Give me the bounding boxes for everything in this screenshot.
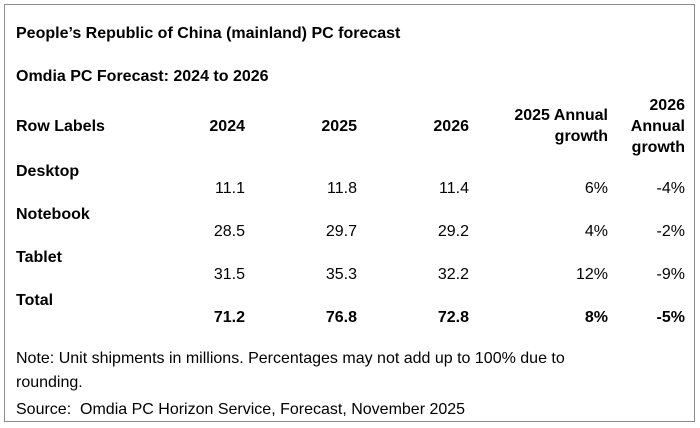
column-header-2026: 2026 — [433, 117, 469, 135]
column-header-2025-annual-growth: 2025 Annual growth — [514, 107, 608, 145]
row-label: Desktop — [16, 163, 80, 180]
cell-value: 8% — [584, 309, 608, 326]
cell-value: -5% — [656, 309, 685, 326]
row-label: Total — [16, 292, 54, 309]
header-row: Row Labels 2024 2025 2026 2025 Annual gr… — [12, 92, 687, 160]
table-row-desktop: Desktop 11.1 11.8 11.4 6% -4% — [12, 160, 687, 203]
cell-value: 72.8 — [437, 309, 469, 326]
cell-value: -2% — [656, 223, 685, 240]
cell-value: 11.8 — [327, 180, 357, 197]
cell-value: 31.5 — [213, 266, 245, 283]
cell-value: 6% — [584, 180, 608, 197]
column-header-row-labels: Row Labels — [16, 117, 105, 135]
forecast-table-frame: People’s Republic of China (mainland) PC… — [4, 4, 695, 422]
cell-value: 11.4 — [439, 180, 469, 197]
cell-value: 28.5 — [213, 223, 245, 240]
cell-value: 76.8 — [325, 309, 357, 326]
page-title: People’s Republic of China (mainland) PC… — [16, 25, 401, 42]
table-header: Row Labels 2024 2025 2026 2025 Annual gr… — [12, 92, 687, 160]
forecast-table: Row Labels 2024 2025 2026 2025 Annual gr… — [12, 92, 687, 332]
cell-value: -9% — [656, 266, 685, 283]
table-row-notebook: Notebook 28.5 29.7 29.2 4% -2% — [12, 203, 687, 246]
cell-value: 12% — [575, 266, 608, 283]
cell-value: 11.1 — [215, 180, 245, 197]
cell-value: 32.2 — [437, 266, 469, 283]
table-source: Source: Omdia PC Horizon Service, Foreca… — [16, 401, 466, 418]
cell-value: 71.2 — [213, 309, 245, 326]
column-header-2025: 2025 — [321, 117, 357, 135]
cell-value: 29.7 — [325, 223, 357, 240]
row-label: Tablet — [16, 249, 62, 266]
table-note: Note: Unit shipments in millions. Percen… — [16, 350, 565, 391]
cell-value: 29.2 — [437, 223, 469, 240]
column-header-2024: 2024 — [209, 117, 245, 135]
column-header-2026-annual-growth: 2026 Annual growth — [630, 96, 685, 156]
row-label: Notebook — [16, 206, 90, 223]
cell-value: 35.3 — [325, 266, 357, 283]
page-subtitle: Omdia PC Forecast: 2024 to 2026 — [16, 68, 269, 85]
table-row-total: Total 71.2 76.8 72.8 8% -5% — [12, 289, 687, 332]
table-row-tablet: Tablet 31.5 35.3 32.2 12% -9% — [12, 246, 687, 289]
table-body: Desktop 11.1 11.8 11.4 6% -4% Notebook 2… — [12, 160, 687, 332]
cell-value: -4% — [656, 180, 685, 197]
cell-value: 4% — [584, 223, 608, 240]
